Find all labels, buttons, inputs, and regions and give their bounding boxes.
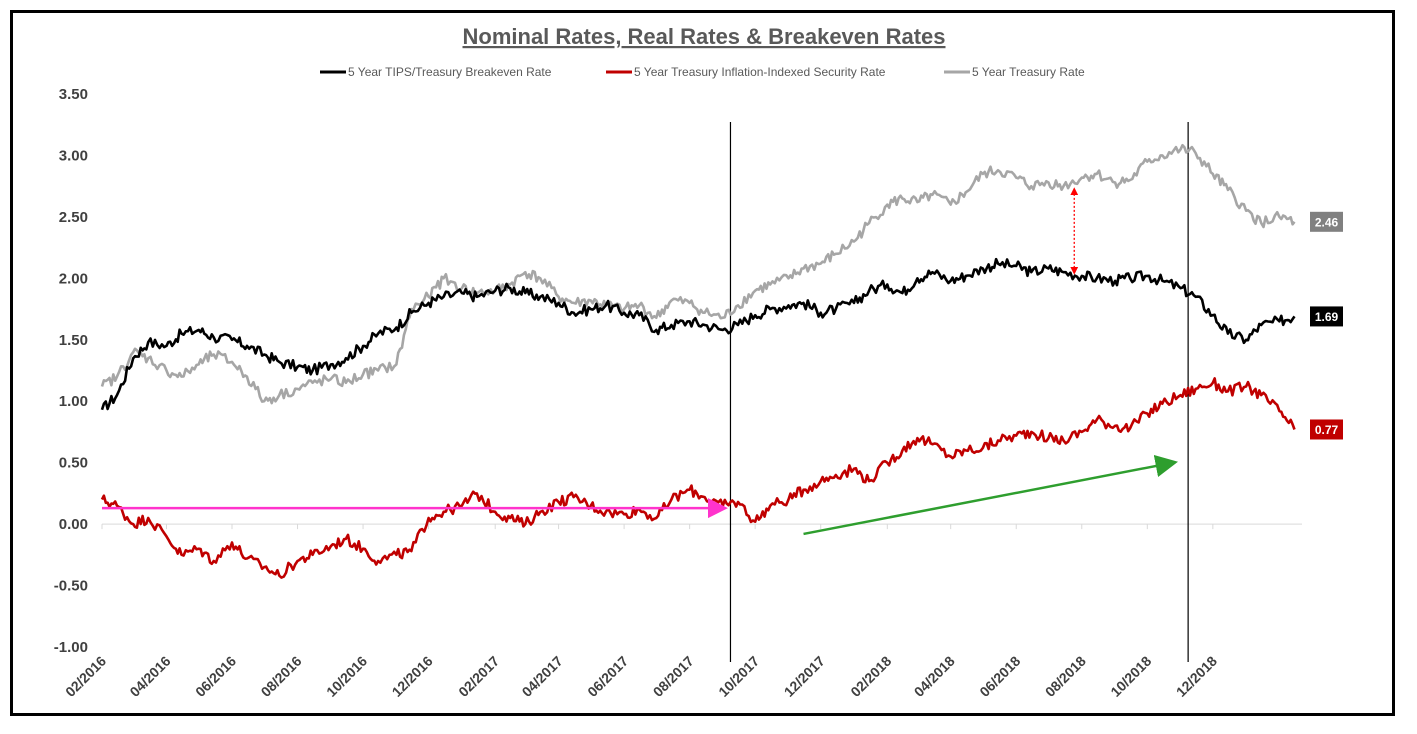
- legend-item: 5 Year Treasury Rate: [944, 65, 1085, 79]
- legend: 5 Year TIPS/Treasury Breakeven Rate 5 Yea…: [320, 65, 1085, 79]
- series-line: [100, 377, 1296, 579]
- annotations: [729, 122, 1189, 662]
- x-tick-label: 06/2016: [192, 653, 239, 700]
- series-line: [100, 143, 1296, 405]
- end-label-text: 1.69: [1315, 310, 1339, 324]
- end-labels: 1.69 0.77 2.46: [1310, 211, 1343, 440]
- legend-label: 5 Year Treasury Rate: [972, 65, 1085, 79]
- y-tick-label: 0.50: [59, 455, 88, 472]
- rising-trend-arrow: [803, 454, 1178, 536]
- y-tick-label: 2.50: [59, 209, 88, 226]
- end-value-label: 0.77: [1310, 419, 1343, 440]
- y-tick-label: -0.50: [54, 578, 88, 595]
- x-tick-label: 08/2017: [650, 653, 697, 700]
- chart-title: Nominal Rates, Real Rates & Breakeven Ra…: [463, 24, 946, 49]
- x-tick-label: 10/2018: [1107, 653, 1154, 700]
- x-tick-label: 08/2016: [258, 653, 305, 700]
- end-value-label: 1.69: [1310, 306, 1343, 327]
- x-tick-label: 04/2018: [911, 653, 958, 700]
- end-label-box: [1310, 419, 1343, 440]
- y-tick-label: 3.50: [59, 86, 88, 103]
- end-label-box: [1310, 211, 1343, 232]
- x-tick-label: 02/2016: [62, 653, 109, 700]
- end-label-text: 2.46: [1315, 215, 1339, 229]
- x-tick-label: 06/2017: [584, 653, 631, 700]
- y-tick-label: 1.50: [59, 332, 88, 349]
- end-label-box: [1310, 306, 1343, 327]
- legend-item: 5 Year TIPS/Treasury Breakeven Rate: [320, 65, 552, 79]
- x-tick-label: 06/2018: [976, 653, 1023, 700]
- x-tick-label: 02/2018: [847, 653, 894, 700]
- legend-label: 5 Year TIPS/Treasury Breakeven Rate: [348, 65, 552, 79]
- annotation-arrows: [102, 187, 1178, 536]
- x-tick-label: 04/2016: [126, 653, 173, 700]
- end-value-label: 2.46: [1310, 211, 1343, 232]
- x-tick-label: 02/2017: [455, 653, 502, 700]
- end-label-text: 0.77: [1315, 423, 1339, 437]
- x-tick-label: 10/2017: [715, 653, 762, 700]
- chart-frame: [10, 10, 1395, 716]
- legend-item: 5 Year Treasury Inflation-Indexed Securi…: [606, 65, 886, 79]
- y-axis: 3.50 3.00 2.50 2.00 1.50 1.00 0.50 0.00 -0.50 -1.…: [54, 86, 88, 656]
- series-layer: [100, 143, 1296, 579]
- y-tick-label: 1.00: [59, 393, 88, 410]
- y-tick-label: -1.00: [54, 639, 88, 656]
- y-tick-label: 3.00: [59, 147, 88, 164]
- x-tick-label: 12/2017: [781, 653, 828, 700]
- legend-label: 5 Year Treasury Inflation-Indexed Securi…: [634, 65, 886, 79]
- series-line: [100, 257, 1296, 411]
- x-tick-label: 08/2018: [1042, 653, 1089, 700]
- y-tick-label: 2.00: [59, 270, 88, 287]
- x-axis: 02/2016 04/2016 06/2016 08/2016 10/2016 12/20…: [62, 523, 1302, 700]
- x-tick-label: 12/2018: [1173, 653, 1220, 700]
- x-tick-label: 10/2016: [323, 653, 370, 700]
- y-tick-label: 0.00: [59, 516, 88, 533]
- x-tick-label: 04/2017: [519, 653, 566, 700]
- x-tick-label: 12/2016: [389, 653, 436, 700]
